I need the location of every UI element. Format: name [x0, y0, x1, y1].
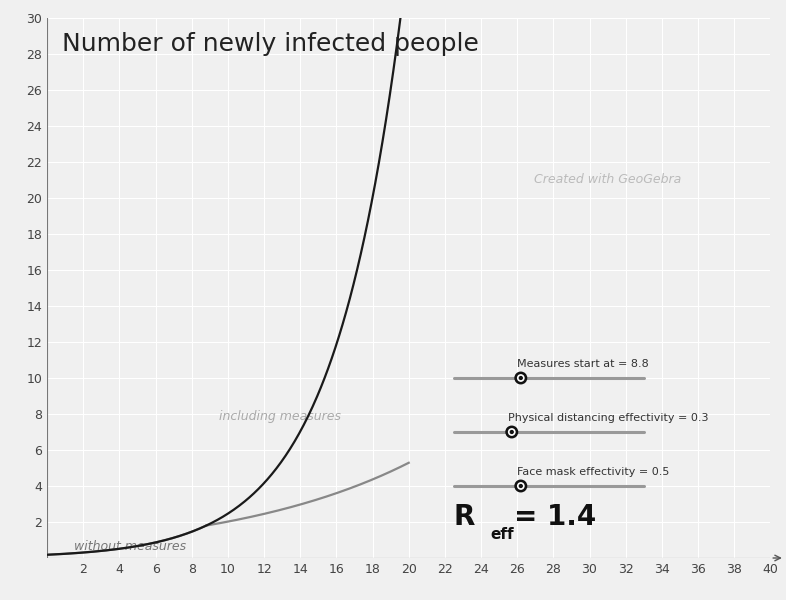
Text: = 1.4: = 1.4 [513, 503, 596, 531]
Text: Face mask effectivity = 0.5: Face mask effectivity = 0.5 [517, 467, 670, 477]
Circle shape [518, 375, 524, 381]
Text: R: R [454, 503, 476, 531]
Text: without measures: without measures [74, 541, 186, 553]
Circle shape [506, 426, 517, 438]
Circle shape [515, 372, 527, 384]
Text: Measures start at = 8.8: Measures start at = 8.8 [517, 359, 649, 369]
Circle shape [520, 377, 522, 379]
Text: Created with GeoGebra: Created with GeoGebra [534, 173, 681, 187]
Text: including measures: including measures [219, 410, 341, 423]
Text: Physical distancing effectivity = 0.3: Physical distancing effectivity = 0.3 [509, 413, 709, 423]
Circle shape [515, 480, 527, 492]
Circle shape [509, 429, 515, 435]
Circle shape [520, 485, 522, 487]
Text: Number of newly infected people: Number of newly infected people [61, 32, 479, 56]
Text: eff: eff [490, 527, 514, 542]
Circle shape [518, 483, 524, 489]
Circle shape [510, 431, 513, 433]
